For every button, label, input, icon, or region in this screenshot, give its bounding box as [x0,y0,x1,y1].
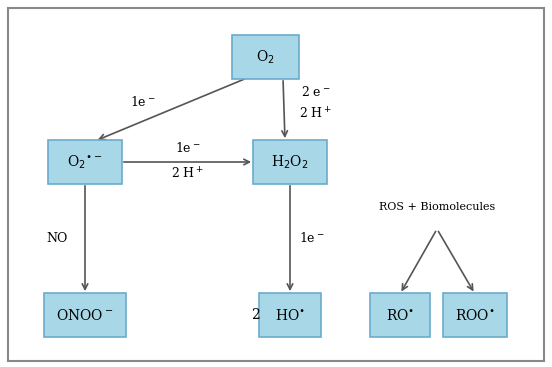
Text: ONOO$^-$: ONOO$^-$ [56,308,114,323]
Text: 2: 2 [251,308,259,322]
Text: 2 H$^+$: 2 H$^+$ [300,106,332,121]
Text: H$_2$O$_2$: H$_2$O$_2$ [271,153,309,171]
Text: HO$^{\bullet}$: HO$^{\bullet}$ [275,308,305,323]
Text: O$_2$$^{\bullet-}$: O$_2$$^{\bullet-}$ [67,153,103,171]
Text: ROO$^{\bullet}$: ROO$^{\bullet}$ [455,308,495,323]
FancyBboxPatch shape [231,35,299,79]
FancyBboxPatch shape [8,8,544,361]
FancyBboxPatch shape [44,293,126,337]
FancyBboxPatch shape [259,293,321,337]
Text: 2 e$^-$: 2 e$^-$ [301,84,331,98]
Text: 1e$^-$: 1e$^-$ [299,232,325,246]
FancyBboxPatch shape [253,140,327,184]
Text: 1e$^-$: 1e$^-$ [130,94,156,109]
Text: RO$^{\bullet}$: RO$^{\bullet}$ [386,308,414,323]
Text: 2 H$^+$: 2 H$^+$ [171,166,204,182]
Text: NO: NO [46,232,68,245]
FancyBboxPatch shape [443,293,507,337]
Text: ROS + Biomolecules: ROS + Biomolecules [379,202,495,212]
Text: 1e$^-$: 1e$^-$ [175,141,200,155]
FancyBboxPatch shape [370,293,430,337]
Text: O$_2$: O$_2$ [256,48,274,66]
FancyBboxPatch shape [48,140,122,184]
